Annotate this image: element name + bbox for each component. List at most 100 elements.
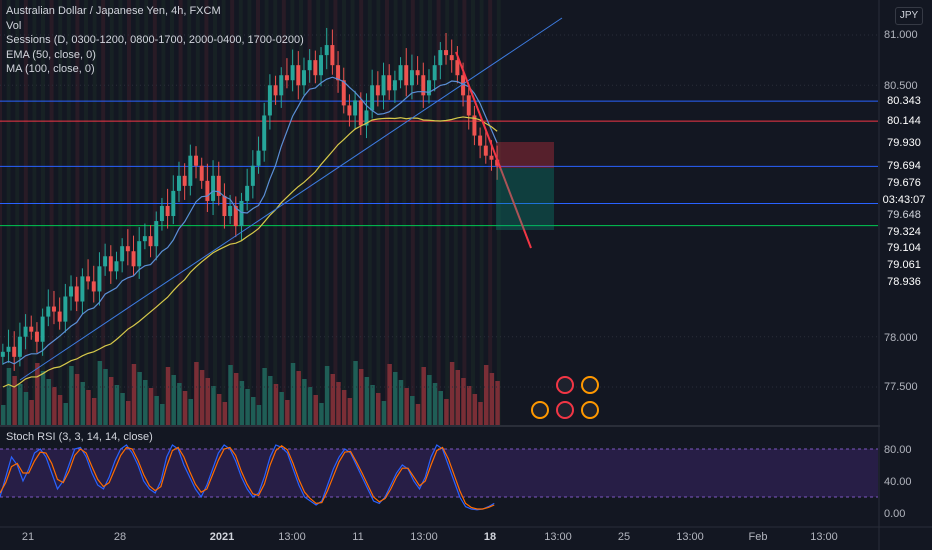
candle-body (438, 50, 443, 66)
session-stripe (367, 0, 372, 425)
candle-body (103, 256, 108, 267)
candle-body (125, 246, 130, 252)
candle-body (284, 75, 289, 81)
sessions-indicator-label[interactable]: Sessions (D, 0300-1200, 0800-1700, 2000-… (6, 34, 304, 46)
candle-body (159, 205, 164, 222)
session-stripe (376, 0, 381, 425)
session-stripe (385, 0, 389, 425)
price-tag-79104: 79.104 (887, 242, 921, 254)
price-tick: 78.000 (884, 332, 918, 344)
symbol-title[interactable]: Australian Dollar / Japanese Yen, 4h, FX… (6, 5, 221, 17)
session-stripe (273, 0, 278, 425)
candle-body (222, 195, 227, 217)
stoch-tick: 0.00 (884, 508, 906, 520)
vol-indicator-label[interactable]: Vol (6, 19, 22, 32)
session-stripe (213, 0, 217, 425)
volume-bar (415, 404, 421, 425)
volume-bar (273, 384, 279, 425)
session-stripe (109, 0, 114, 425)
volume-bar (444, 399, 449, 425)
stoch-d-line (0, 445, 495, 510)
candle-body (228, 205, 233, 217)
ma-line (2, 116, 498, 388)
candle-body (182, 175, 187, 186)
volume-bar (268, 376, 273, 425)
ma-indicator-label[interactable]: MA (100, close, 0) (6, 63, 95, 75)
volume-bar (279, 392, 284, 425)
stoch-rsi-label[interactable]: Stoch RSI (3, 3, 14, 14, close) (6, 431, 153, 443)
session-stripe (127, 0, 131, 425)
session-stripe (75, 0, 80, 425)
economic-event-icon (556, 401, 574, 419)
candle-body (432, 65, 437, 81)
volume-bar (6, 368, 12, 425)
candle-body (273, 85, 278, 96)
candle-body (46, 306, 51, 317)
volume-bar (63, 403, 68, 425)
candle-body (336, 65, 341, 81)
volume-bar (472, 394, 478, 425)
session-stripe (15, 0, 20, 425)
candle-body (57, 311, 62, 322)
candle-body (341, 80, 346, 106)
volume-bar (341, 390, 347, 425)
candle-body (74, 286, 79, 302)
price-tick: 77.500 (884, 381, 918, 393)
candle-body (142, 236, 147, 242)
volume-bar (177, 383, 182, 425)
session-stripe (41, 0, 45, 425)
candle-body (188, 155, 193, 186)
volume-bar (427, 375, 432, 425)
volume-bar (461, 378, 466, 425)
session-stripe (230, 0, 235, 425)
candle-body (114, 261, 119, 272)
candle-body (176, 175, 181, 191)
session-stripe (152, 0, 157, 425)
candle-body (51, 306, 56, 312)
candle-body (63, 296, 68, 322)
stoch-tick: 40.00 (884, 476, 912, 488)
session-stripe (436, 0, 441, 425)
candle-body (171, 190, 176, 217)
price-tag-80343: 80.343 (887, 95, 921, 107)
session-stripe (307, 0, 312, 425)
time-label: 13:00 (810, 531, 838, 543)
session-stripe (32, 0, 37, 425)
candle-body (154, 221, 159, 247)
stop-loss-zone (496, 142, 554, 168)
candle-body (472, 115, 477, 136)
volume-bar (137, 372, 142, 425)
session-stripe (195, 0, 200, 425)
candle-body (120, 246, 125, 262)
stoch-tick: 80.00 (884, 444, 912, 456)
candle-body (489, 155, 494, 160)
candle-body (216, 175, 221, 196)
volume-bar (393, 372, 398, 425)
volume-bar (160, 404, 165, 425)
red-forecast-line (455, 51, 532, 249)
volume-bar (239, 381, 245, 425)
volume-bar (489, 373, 495, 425)
volume-bar (120, 393, 125, 425)
ema-indicator-label[interactable]: EMA (50, close, 0) (6, 48, 96, 61)
volume-bar (165, 367, 171, 425)
session-stripe (299, 0, 303, 425)
session-stripe (453, 0, 458, 425)
countdown-timer: 03:43:07 (882, 194, 926, 206)
volume-bar (251, 397, 256, 425)
volume-bar (114, 385, 120, 425)
volume-bar (353, 361, 358, 425)
session-stripe (101, 0, 106, 425)
time-label: 18 (483, 531, 497, 543)
ema-line (2, 76, 498, 365)
chart-legend: Australian Dollar / Japanese Yen, 4h, FX… (6, 4, 304, 77)
volume-bar (404, 388, 409, 425)
time-label: 2021 (209, 531, 235, 543)
candle-body (17, 336, 22, 357)
candle-body (23, 326, 28, 337)
currency-badge[interactable]: JPY (895, 7, 923, 25)
candle-body (69, 286, 74, 297)
volume-bar (69, 366, 74, 425)
volume-bar (313, 395, 318, 425)
